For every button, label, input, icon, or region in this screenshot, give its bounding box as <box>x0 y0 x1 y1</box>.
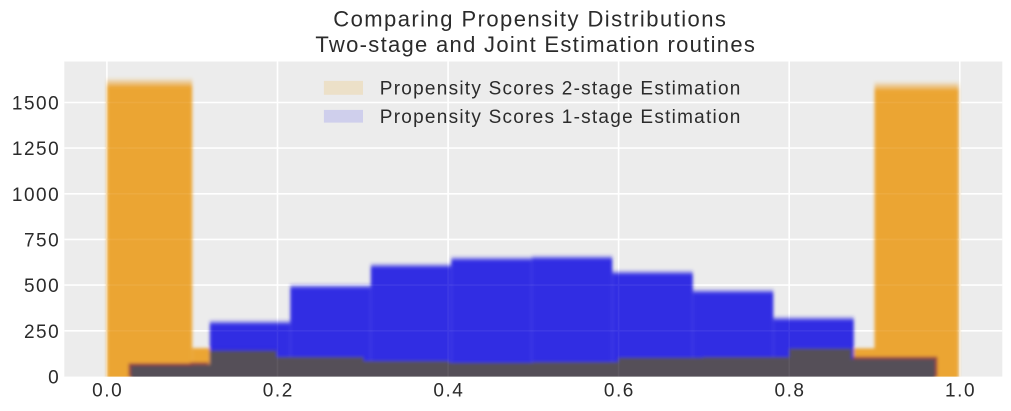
svg-text:0.6: 0.6 <box>604 381 635 402</box>
svg-text:1.0: 1.0 <box>945 381 976 402</box>
svg-text:1000: 1000 <box>12 185 60 206</box>
svg-text:500: 500 <box>24 276 60 297</box>
svg-text:Two-stage and Joint Estimation: Two-stage and Joint Estimation routines <box>315 32 756 57</box>
svg-text:0: 0 <box>48 368 60 389</box>
svg-text:750: 750 <box>24 231 60 252</box>
svg-text:Comparing Propensity Distribut: Comparing Propensity Distributions <box>333 7 727 32</box>
svg-text:1250: 1250 <box>12 139 60 160</box>
svg-text:0.0: 0.0 <box>92 381 123 402</box>
svg-text:Propensity Scores 1-stage Esti: Propensity Scores 1-stage Estimation <box>380 107 742 128</box>
svg-text:250: 250 <box>24 322 60 343</box>
svg-text:Propensity Scores 2-stage Esti: Propensity Scores 2-stage Estimation <box>380 79 742 100</box>
svg-text:0.2: 0.2 <box>263 381 294 402</box>
svg-text:0.4: 0.4 <box>433 381 464 402</box>
svg-text:1500: 1500 <box>12 94 60 115</box>
svg-text:0.8: 0.8 <box>774 381 805 402</box>
